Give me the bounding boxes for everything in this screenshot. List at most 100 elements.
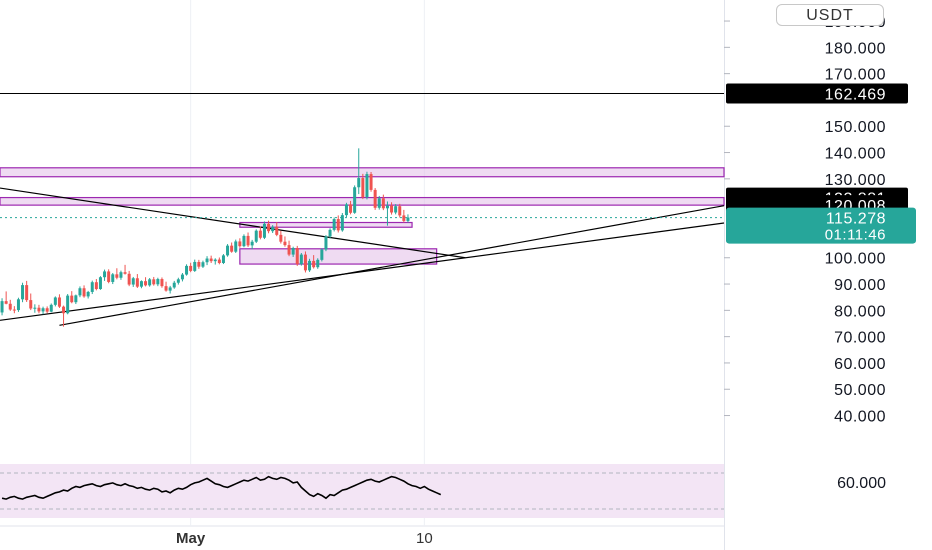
candle-body[interactable] <box>66 295 70 314</box>
candle-body[interactable] <box>168 287 172 291</box>
candle[interactable] <box>62 305 66 327</box>
candle-body[interactable] <box>213 259 217 262</box>
candle-body[interactable] <box>135 278 139 287</box>
candle[interactable] <box>291 246 295 257</box>
candle[interactable] <box>78 286 82 298</box>
candle-body[interactable] <box>41 308 45 312</box>
candle-body[interactable] <box>49 304 53 312</box>
candle[interactable] <box>4 291 8 305</box>
candle[interactable] <box>312 255 316 269</box>
candle[interactable] <box>242 234 246 248</box>
candle-body[interactable] <box>193 261 197 271</box>
candle-body[interactable] <box>98 277 102 290</box>
candle[interactable] <box>123 264 127 275</box>
candle[interactable] <box>98 276 102 290</box>
candle[interactable] <box>246 232 250 247</box>
candle[interactable] <box>25 280 29 302</box>
candle[interactable] <box>45 306 49 314</box>
candle[interactable] <box>394 204 398 215</box>
price-tick-label[interactable]: 80.000 <box>834 303 886 320</box>
candle[interactable] <box>406 214 410 223</box>
candle[interactable] <box>148 277 152 287</box>
candle-body[interactable] <box>299 254 303 265</box>
candle[interactable] <box>193 259 197 272</box>
candle-body[interactable] <box>340 215 344 231</box>
candle[interactable] <box>213 258 217 265</box>
candle[interactable] <box>320 248 324 262</box>
candle-body[interactable] <box>390 205 394 213</box>
candle[interactable] <box>107 269 111 284</box>
candle[interactable] <box>226 244 230 257</box>
candle[interactable] <box>94 279 98 291</box>
candle[interactable] <box>189 262 193 273</box>
candle-body[interactable] <box>234 241 238 252</box>
candle[interactable] <box>308 258 312 272</box>
price-tick-label[interactable]: 70.000 <box>834 330 886 347</box>
candle[interactable] <box>344 202 348 217</box>
candle-body[interactable] <box>37 307 41 312</box>
price-tick-label[interactable]: 150.000 <box>825 119 886 136</box>
candle-body[interactable] <box>45 308 49 312</box>
price-tick-label[interactable]: 170.000 <box>825 67 886 84</box>
candle-body[interactable] <box>123 272 127 274</box>
candle-body[interactable] <box>25 285 29 301</box>
candle[interactable] <box>41 306 45 315</box>
candle-body[interactable] <box>312 260 316 268</box>
candle[interactable] <box>86 290 90 299</box>
candle[interactable] <box>340 213 344 232</box>
candle-body[interactable] <box>33 307 37 309</box>
candle[interactable] <box>135 274 139 288</box>
candle[interactable] <box>373 188 377 210</box>
candle[interactable] <box>287 240 291 257</box>
candle-body[interactable] <box>283 241 287 246</box>
candle-body[interactable] <box>201 262 205 267</box>
candle[interactable] <box>185 264 189 276</box>
candle[interactable] <box>205 256 209 266</box>
candle-body[interactable] <box>365 174 369 198</box>
candle[interactable] <box>180 273 184 282</box>
candle[interactable] <box>176 277 180 285</box>
candle-body[interactable] <box>189 265 193 271</box>
candle[interactable] <box>349 200 353 215</box>
candle[interactable] <box>332 217 336 232</box>
candle-body[interactable] <box>303 254 307 271</box>
candle-body[interactable] <box>394 206 398 213</box>
candle-body[interactable] <box>103 271 107 278</box>
candle-body[interactable] <box>12 309 16 311</box>
candle[interactable] <box>103 269 107 281</box>
candle-body[interactable] <box>8 303 12 310</box>
candle-body[interactable] <box>353 187 357 213</box>
candle[interactable] <box>168 285 172 294</box>
price-tick-label[interactable]: 90.000 <box>834 277 886 294</box>
candle[interactable] <box>139 280 143 289</box>
time-tick-label[interactable]: 10 <box>416 530 433 547</box>
candle-body[interactable] <box>316 259 320 268</box>
candle[interactable] <box>299 253 303 266</box>
candle-body[interactable] <box>373 189 377 208</box>
candle-body[interactable] <box>197 261 201 267</box>
candle-body[interactable] <box>279 234 283 242</box>
candle[interactable] <box>250 239 254 250</box>
candle[interactable] <box>12 306 16 314</box>
candle-body[interactable] <box>336 219 340 231</box>
candle[interactable] <box>328 228 332 239</box>
candle[interactable] <box>271 225 275 234</box>
candle-body[interactable] <box>53 297 57 305</box>
candle[interactable] <box>90 280 94 295</box>
candle-body[interactable] <box>156 279 160 285</box>
candle-body[interactable] <box>226 245 230 256</box>
candle-body[interactable] <box>185 265 189 275</box>
candle-body[interactable] <box>164 286 168 291</box>
candle[interactable] <box>369 172 373 192</box>
candle-body[interactable] <box>258 230 262 238</box>
candle[interactable] <box>230 242 234 253</box>
candle[interactable] <box>66 294 70 315</box>
candle-body[interactable] <box>262 223 266 238</box>
candle-body[interactable] <box>369 174 373 190</box>
candle-body[interactable] <box>349 204 353 213</box>
candle[interactable] <box>398 203 402 218</box>
price-tick-label[interactable]: 60.000 <box>834 356 886 373</box>
candle-body[interactable] <box>246 235 250 246</box>
candle-body[interactable] <box>127 273 131 285</box>
candle-body[interactable] <box>21 285 25 300</box>
